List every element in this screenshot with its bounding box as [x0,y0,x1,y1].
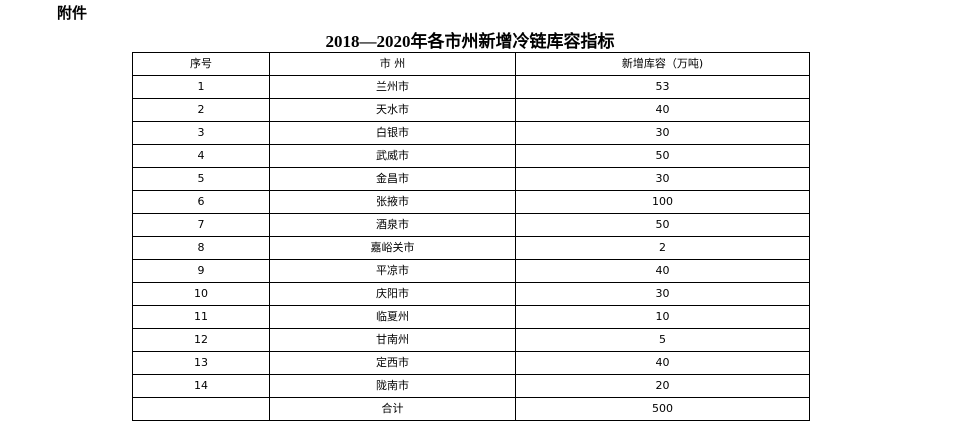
table-cell: 2 [515,236,810,260]
total-value: 500 [515,397,810,421]
table-cell: 天水市 [269,98,516,122]
table-row: 10 庆阳市 30 [132,282,810,306]
table-cell: 9 [132,259,270,283]
table-cell: 13 [132,351,270,375]
table-row: 13 定西市 40 [132,351,810,375]
table-cell: 3 [132,121,270,145]
table-cell: 8 [132,236,270,260]
table-cell: 定西市 [269,351,516,375]
table-row: 5 金昌市 30 [132,167,810,191]
table-cell: 20 [515,374,810,398]
table-cell: 2 [132,98,270,122]
table-cell: 白银市 [269,121,516,145]
table-cell: 40 [515,259,810,283]
table-cell: 陇南市 [269,374,516,398]
table-row: 12 甘南州 5 [132,328,810,352]
table-cell: 4 [132,144,270,168]
header-row: 序号市 州新增库容（万吨) [132,52,810,76]
table-row: 2 天水市 40 [132,98,810,122]
table-row: 11 临夏州 10 [132,305,810,329]
table-row: 9 平凉市 40 [132,259,810,283]
table-cell: 甘南州 [269,328,516,352]
table-cell: 30 [515,167,810,191]
total-row: 合计 500 [132,397,810,421]
header-cell: 序号 [132,52,270,76]
table-cell: 30 [515,282,810,306]
table-row: 4 武威市 50 [132,144,810,168]
table-cell: 11 [132,305,270,329]
table-cell: 5 [132,167,270,191]
table-cell: 40 [515,351,810,375]
table-cell: 10 [515,305,810,329]
table-cell: 10 [132,282,270,306]
total-label: 合计 [269,397,516,421]
header-cell: 市 州 [269,52,516,76]
header-cell: 新增库容（万吨) [515,52,810,76]
table-cell: 张掖市 [269,190,516,214]
table-cell: 平凉市 [269,259,516,283]
table-cell: 100 [515,190,810,214]
document-title: 2018—2020年各市州新增冷链库容指标 [325,32,615,51]
table-body: 序号市 州新增库容（万吨) 1 兰州市 53 2 天水市 40 3 白银市 30 4 武威市 50 5 金昌… [132,52,810,421]
table-row: 8 嘉峪关市 2 [132,236,810,260]
table-cell: 50 [515,213,810,237]
table-cell: 酒泉市 [269,213,516,237]
table-row: 6 张掖市 100 [132,190,810,214]
table-cell: 临夏州 [269,305,516,329]
table-cell: 50 [515,144,810,168]
table-row: 1 兰州市 53 [132,75,810,99]
table-cell: 嘉峪关市 [269,236,516,260]
table-cell: 40 [515,98,810,122]
table-cell: 1 [132,75,270,99]
table-cell: 53 [515,75,810,99]
attachment-label: 附件 [57,4,88,22]
table-row: 7 酒泉市 50 [132,213,810,237]
table-cell: 30 [515,121,810,145]
table-cell: 7 [132,213,270,237]
table-cell: 6 [132,190,270,214]
table-row: 14 陇南市 20 [132,374,810,398]
table-cell: 金昌市 [269,167,516,191]
table-cell: 5 [515,328,810,352]
table-cell: 武威市 [269,144,516,168]
table-cell: 14 [132,374,270,398]
table-row: 3 白银市 30 [132,121,810,145]
table: 序号市 州新增库容（万吨) 1 兰州市 53 2 天水市 40 3 白银市 30 4 武威市 50 5 金昌… [132,52,810,421]
table-cell [132,397,270,421]
table-cell: 庆阳市 [269,282,516,306]
table-cell: 12 [132,328,270,352]
table-cell: 兰州市 [269,75,516,99]
